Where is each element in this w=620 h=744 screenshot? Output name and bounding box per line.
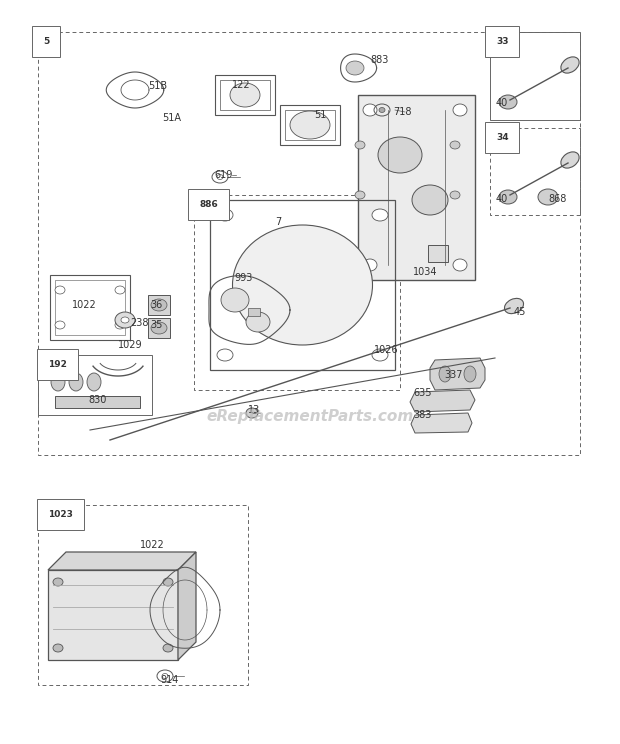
Polygon shape — [248, 308, 260, 316]
Ellipse shape — [505, 298, 523, 314]
Ellipse shape — [372, 349, 388, 361]
Text: 40: 40 — [496, 194, 508, 204]
Ellipse shape — [151, 322, 167, 334]
Text: 993: 993 — [234, 273, 252, 283]
Text: 1029: 1029 — [118, 340, 143, 350]
Text: 337: 337 — [444, 370, 463, 380]
Ellipse shape — [246, 408, 258, 418]
Text: 33: 33 — [496, 37, 508, 46]
Ellipse shape — [453, 259, 467, 271]
Text: 13: 13 — [248, 405, 260, 415]
Ellipse shape — [230, 83, 260, 107]
Text: 51: 51 — [314, 110, 326, 120]
Ellipse shape — [217, 349, 233, 361]
Ellipse shape — [221, 288, 249, 312]
Text: 238: 238 — [130, 318, 149, 328]
Ellipse shape — [355, 191, 365, 199]
Polygon shape — [148, 295, 170, 315]
Ellipse shape — [499, 190, 517, 204]
Text: 122: 122 — [232, 80, 250, 90]
Ellipse shape — [561, 152, 579, 168]
Ellipse shape — [450, 141, 460, 149]
Ellipse shape — [464, 366, 476, 382]
Text: 1022: 1022 — [72, 300, 97, 310]
Ellipse shape — [232, 225, 373, 345]
Ellipse shape — [290, 111, 330, 139]
Text: 830: 830 — [88, 395, 107, 405]
Ellipse shape — [439, 366, 451, 382]
Ellipse shape — [499, 95, 517, 109]
Ellipse shape — [363, 259, 377, 271]
Text: 51B: 51B — [148, 81, 167, 91]
Polygon shape — [48, 570, 178, 660]
Text: 45: 45 — [514, 307, 526, 317]
Text: 34: 34 — [496, 133, 508, 142]
Text: 914: 914 — [160, 675, 179, 685]
Polygon shape — [430, 358, 485, 390]
Text: 7: 7 — [275, 217, 281, 227]
Ellipse shape — [53, 644, 63, 652]
Text: 718: 718 — [393, 107, 412, 117]
Text: 5: 5 — [43, 37, 49, 46]
Ellipse shape — [115, 286, 125, 294]
Ellipse shape — [151, 299, 167, 311]
Ellipse shape — [450, 191, 460, 199]
Polygon shape — [411, 413, 472, 433]
Text: 619: 619 — [214, 170, 232, 180]
Text: 1034: 1034 — [413, 267, 438, 277]
Polygon shape — [48, 552, 196, 570]
Polygon shape — [358, 95, 475, 280]
Text: 36: 36 — [150, 300, 162, 310]
Polygon shape — [178, 552, 196, 660]
Ellipse shape — [115, 321, 125, 329]
Ellipse shape — [346, 61, 364, 75]
Text: 635: 635 — [413, 388, 432, 398]
Polygon shape — [428, 245, 448, 262]
Ellipse shape — [363, 104, 377, 116]
Ellipse shape — [561, 57, 579, 73]
Ellipse shape — [163, 578, 173, 586]
Text: 192: 192 — [48, 360, 67, 369]
Ellipse shape — [538, 189, 558, 205]
Ellipse shape — [379, 107, 385, 112]
Polygon shape — [55, 396, 140, 408]
Text: 383: 383 — [413, 410, 432, 420]
Ellipse shape — [163, 644, 173, 652]
Ellipse shape — [412, 185, 448, 215]
Text: eReplacementParts.com: eReplacementParts.com — [206, 409, 414, 424]
Ellipse shape — [217, 209, 233, 221]
Ellipse shape — [453, 104, 467, 116]
Text: 1023: 1023 — [48, 510, 73, 519]
Ellipse shape — [87, 373, 101, 391]
Ellipse shape — [53, 578, 63, 586]
Text: 40: 40 — [496, 98, 508, 108]
Ellipse shape — [372, 209, 388, 221]
Text: 868: 868 — [548, 194, 567, 204]
Ellipse shape — [246, 312, 270, 332]
Ellipse shape — [51, 373, 65, 391]
Text: 1026: 1026 — [374, 345, 399, 355]
Text: 35: 35 — [150, 320, 162, 330]
Polygon shape — [410, 390, 475, 412]
Ellipse shape — [115, 312, 135, 328]
Ellipse shape — [55, 321, 65, 329]
Ellipse shape — [121, 317, 129, 323]
Text: 883: 883 — [370, 55, 388, 65]
Polygon shape — [148, 318, 170, 338]
Text: 886: 886 — [199, 200, 218, 209]
Text: 1022: 1022 — [140, 540, 165, 550]
Ellipse shape — [355, 141, 365, 149]
Text: 51A: 51A — [162, 113, 181, 123]
Ellipse shape — [69, 373, 83, 391]
Ellipse shape — [55, 286, 65, 294]
Ellipse shape — [378, 137, 422, 173]
